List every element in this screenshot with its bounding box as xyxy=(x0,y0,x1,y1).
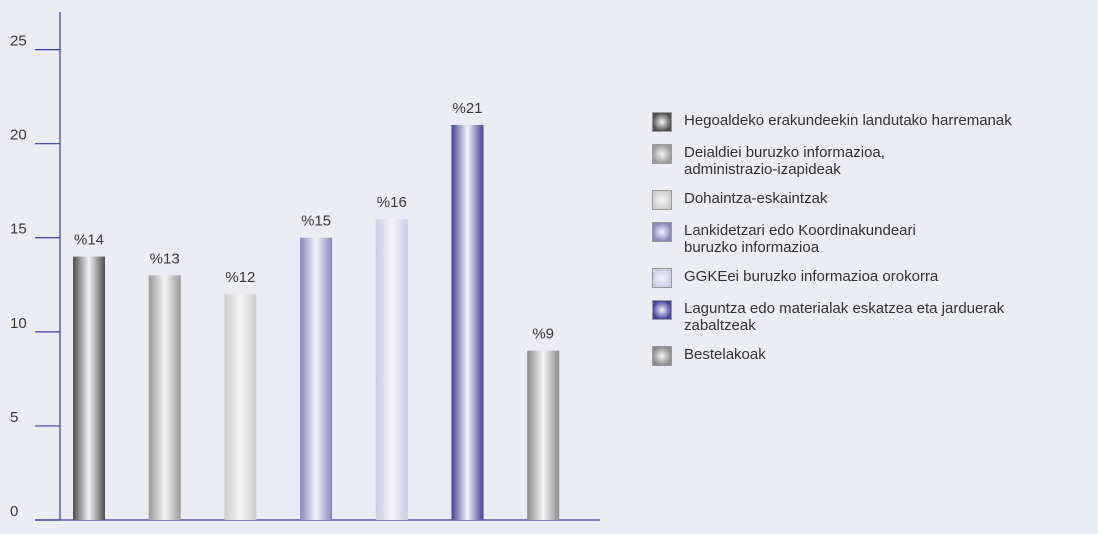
legend-label: Hegoaldeko erakundeekin landutako harrem… xyxy=(684,112,1012,129)
legend-label: Bestelakoak xyxy=(684,346,766,363)
legend-item: Dohaintza-eskaintzak xyxy=(652,190,1092,210)
legend-swatch xyxy=(652,190,672,210)
legend-swatch xyxy=(652,144,672,164)
legend-label: Dohaintza-eskaintzak xyxy=(684,190,827,207)
bar xyxy=(376,219,408,520)
legend-swatch xyxy=(652,300,672,320)
legend-item: Deialdiei buruzko informazioa, administr… xyxy=(652,144,1092,178)
value-label: %13 xyxy=(150,250,180,267)
y-tick-label: 15 xyxy=(10,221,27,238)
bar xyxy=(224,294,256,520)
legend-item: GGKEei buruzko informazioa orokorra xyxy=(652,268,1092,288)
value-label: %21 xyxy=(452,100,482,117)
value-label: %14 xyxy=(74,232,104,249)
legend-item: Bestelakoak xyxy=(652,346,1092,366)
legend-swatch xyxy=(652,222,672,242)
page: {"chart_data": {"type": "bar", "categori… xyxy=(0,0,1098,534)
bar xyxy=(300,238,332,520)
bar xyxy=(73,257,105,520)
legend-label: GGKEei buruzko informazioa orokorra xyxy=(684,268,938,285)
value-label: %15 xyxy=(301,213,331,230)
legend-label: Laguntza edo materialak eskatzea eta jar… xyxy=(684,300,1004,334)
bar xyxy=(452,125,484,520)
legend-label: Lankidetzari edo Koordinakundeari buruzk… xyxy=(684,222,916,256)
legend-label: Deialdiei buruzko informazioa, administr… xyxy=(684,144,885,178)
legend: Hegoaldeko erakundeekin landutako harrem… xyxy=(652,112,1092,378)
legend-item: Hegoaldeko erakundeekin landutako harrem… xyxy=(652,112,1092,132)
legend-swatch xyxy=(652,112,672,132)
legend-swatch xyxy=(652,268,672,288)
y-tick-label: 25 xyxy=(10,33,27,50)
bar xyxy=(527,351,559,520)
y-tick-label: 5 xyxy=(10,409,18,426)
legend-item: Laguntza edo materialak eskatzea eta jar… xyxy=(652,300,1092,334)
y-tick-label: 20 xyxy=(10,127,27,144)
value-label: %16 xyxy=(377,194,407,211)
value-label: %9 xyxy=(532,326,554,343)
legend-swatch xyxy=(652,346,672,366)
legend-item: Lankidetzari edo Koordinakundeari buruzk… xyxy=(652,222,1092,256)
value-label: %12 xyxy=(225,269,255,286)
y-tick-label: 10 xyxy=(10,315,27,332)
y-tick-label: 0 xyxy=(10,503,18,520)
bar xyxy=(149,275,181,520)
